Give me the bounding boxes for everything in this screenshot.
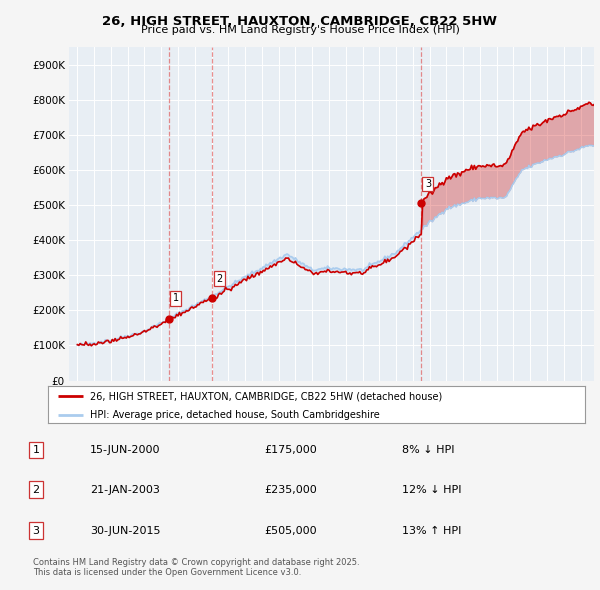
Text: 3: 3 xyxy=(425,179,431,189)
Text: 2: 2 xyxy=(32,485,40,494)
Text: £505,000: £505,000 xyxy=(264,526,317,536)
Text: 26, HIGH STREET, HAUXTON, CAMBRIDGE, CB22 5HW (detached house): 26, HIGH STREET, HAUXTON, CAMBRIDGE, CB2… xyxy=(90,391,442,401)
Text: 12% ↓ HPI: 12% ↓ HPI xyxy=(402,485,461,494)
Text: 1: 1 xyxy=(32,445,40,455)
Text: 2: 2 xyxy=(216,274,222,284)
Text: 26, HIGH STREET, HAUXTON, CAMBRIDGE, CB22 5HW: 26, HIGH STREET, HAUXTON, CAMBRIDGE, CB2… xyxy=(103,15,497,28)
Text: 8% ↓ HPI: 8% ↓ HPI xyxy=(402,445,455,455)
Text: 15-JUN-2000: 15-JUN-2000 xyxy=(90,445,161,455)
Text: 21-JAN-2003: 21-JAN-2003 xyxy=(90,485,160,494)
Text: £235,000: £235,000 xyxy=(264,485,317,494)
Text: Contains HM Land Registry data © Crown copyright and database right 2025.
This d: Contains HM Land Registry data © Crown c… xyxy=(33,558,359,577)
Text: HPI: Average price, detached house, South Cambridgeshire: HPI: Average price, detached house, Sout… xyxy=(90,410,380,420)
Text: Price paid vs. HM Land Registry's House Price Index (HPI): Price paid vs. HM Land Registry's House … xyxy=(140,25,460,35)
Text: £175,000: £175,000 xyxy=(264,445,317,455)
Text: 30-JUN-2015: 30-JUN-2015 xyxy=(90,526,161,536)
Text: 13% ↑ HPI: 13% ↑ HPI xyxy=(402,526,461,536)
Text: 3: 3 xyxy=(32,526,40,536)
Text: 1: 1 xyxy=(173,293,179,303)
